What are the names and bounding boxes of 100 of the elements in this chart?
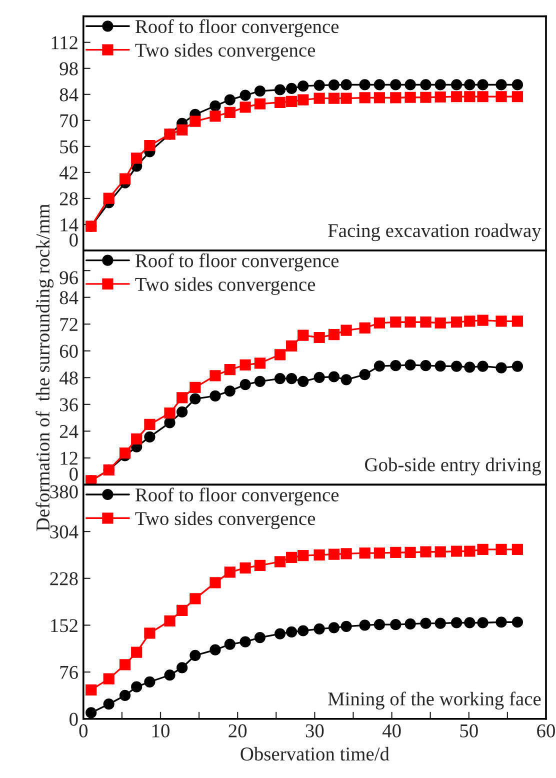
point — [119, 690, 131, 702]
point — [374, 92, 386, 104]
point — [359, 92, 370, 104]
point — [224, 566, 236, 578]
point — [131, 646, 142, 658]
y-tick-label: 96 — [60, 271, 78, 284]
legend-label: Two sides convergence — [135, 43, 316, 61]
point — [298, 625, 309, 636]
point — [314, 549, 325, 561]
point — [328, 79, 340, 90]
point — [390, 79, 402, 90]
x-tick-label: 0 — [79, 724, 88, 738]
point — [254, 632, 266, 644]
point — [224, 638, 236, 650]
point — [451, 546, 462, 557]
point — [420, 618, 432, 629]
point — [164, 670, 176, 681]
legend-label: Two sides convergence — [135, 277, 316, 295]
point — [210, 644, 221, 656]
point — [254, 98, 266, 110]
y-tick-label: 28 — [60, 192, 78, 206]
point — [240, 636, 251, 648]
annotation: Facing excavation roadway — [328, 223, 542, 242]
point — [286, 626, 298, 638]
x-tick-label: 20 — [228, 724, 247, 738]
point — [240, 90, 251, 101]
point — [496, 616, 507, 628]
point — [224, 106, 236, 118]
point — [164, 615, 176, 626]
point — [340, 548, 352, 560]
point — [464, 79, 476, 90]
point — [286, 82, 298, 94]
y-tick-label: 76 — [60, 666, 78, 679]
point — [390, 619, 402, 630]
point — [404, 92, 416, 103]
point — [314, 623, 325, 634]
point — [359, 620, 370, 631]
point — [434, 91, 446, 103]
point — [254, 560, 266, 571]
point — [298, 550, 309, 562]
point — [477, 91, 488, 102]
point — [496, 544, 507, 555]
point — [340, 620, 352, 632]
point — [144, 676, 156, 688]
x-tick-label: 10 — [152, 724, 170, 738]
legend-label: Two sides convergence — [135, 511, 316, 530]
point — [176, 604, 188, 616]
point — [190, 593, 201, 604]
y-tick-label: 84 — [60, 291, 78, 304]
annotation: Gob-side entry driving — [365, 458, 541, 476]
point — [404, 618, 416, 630]
y-tick-label: 60 — [60, 344, 78, 358]
point — [131, 681, 142, 692]
y-tick-label: 56 — [60, 140, 78, 154]
point — [512, 616, 524, 628]
point — [451, 79, 462, 90]
point — [374, 619, 386, 630]
point — [464, 91, 476, 102]
point — [274, 84, 286, 96]
point — [464, 617, 476, 628]
point — [240, 102, 251, 113]
legend-label: Roof to floor convergence — [135, 488, 339, 506]
y-tick-label: 48 — [59, 371, 78, 385]
y-tick-label: 84 — [60, 88, 78, 102]
point — [190, 116, 201, 127]
point — [390, 92, 402, 104]
point — [274, 556, 286, 568]
point — [210, 100, 221, 112]
y-tick-label: 112 — [52, 36, 78, 50]
point — [340, 92, 352, 104]
y-tick-label: 36 — [60, 398, 78, 412]
point — [404, 79, 416, 90]
point — [434, 79, 446, 90]
point — [176, 124, 188, 136]
y-tick-label: 0 — [70, 468, 78, 481]
point — [496, 79, 507, 90]
y-tick-label: 70 — [60, 114, 78, 128]
y-tick-label: 0 — [70, 233, 78, 247]
y-tick-label: 72 — [60, 318, 78, 331]
y-tick-label: 228 — [50, 572, 78, 586]
point — [451, 91, 462, 102]
point — [274, 628, 286, 640]
legend-label: Roof to floor convergence — [135, 253, 339, 272]
x-tick-label: 50 — [460, 724, 478, 738]
point — [240, 562, 251, 574]
point — [298, 80, 309, 92]
point — [210, 110, 221, 122]
point — [103, 673, 114, 684]
point — [464, 546, 476, 557]
point — [434, 546, 446, 558]
point — [274, 96, 286, 108]
point — [286, 96, 298, 108]
legend-label: Roof to floor convergence — [135, 19, 339, 38]
point — [144, 628, 156, 639]
point — [359, 548, 370, 559]
point — [328, 622, 340, 634]
point — [298, 94, 309, 106]
point — [420, 79, 432, 90]
point — [420, 92, 432, 103]
y-tick-label: 14 — [60, 218, 78, 232]
